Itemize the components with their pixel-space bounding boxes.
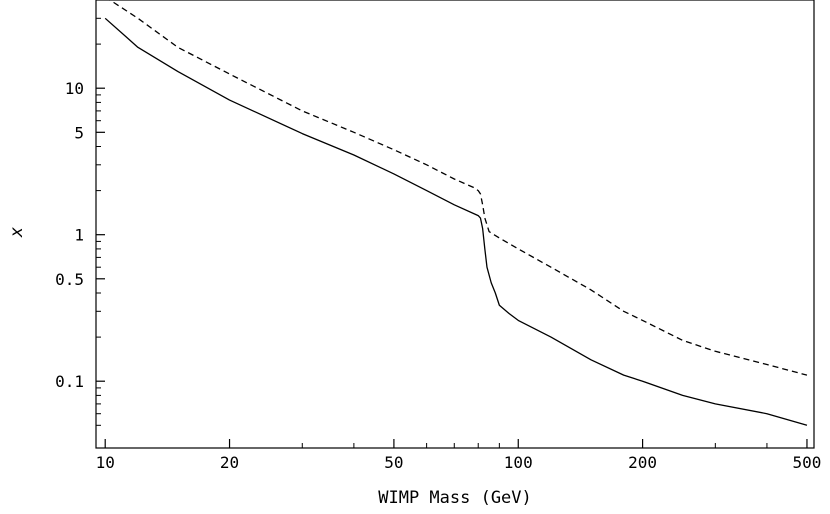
y-tick-label: 5	[74, 123, 84, 142]
series-layer	[104, 0, 808, 426]
y-tick-label: 10	[65, 79, 84, 98]
x-tick-label: 100	[504, 453, 533, 472]
x-axis-ticks: 10 20 50 100 200 500	[96, 439, 822, 472]
x-axis-label: WIMP Mass (GeV)	[378, 488, 532, 508]
x-tick-label: 500	[793, 453, 822, 472]
y-axis-ticks: 0.1 0.5 1 5 10	[55, 17, 105, 426]
plot-frame	[95, 0, 815, 449]
x-tick-label: 10	[96, 453, 115, 472]
y-tick-label: 0.5	[55, 270, 84, 289]
solid-series-line	[104, 17, 808, 426]
y-axis-label: x	[7, 226, 27, 238]
y-tick-label: 0.1	[55, 372, 84, 391]
x-tick-label: 20	[220, 453, 239, 472]
y-tick-label: 1	[74, 226, 84, 245]
x-tick-label: 50	[384, 453, 403, 472]
x-tick-label: 200	[628, 453, 657, 472]
dashed-series-line	[108, 0, 808, 376]
